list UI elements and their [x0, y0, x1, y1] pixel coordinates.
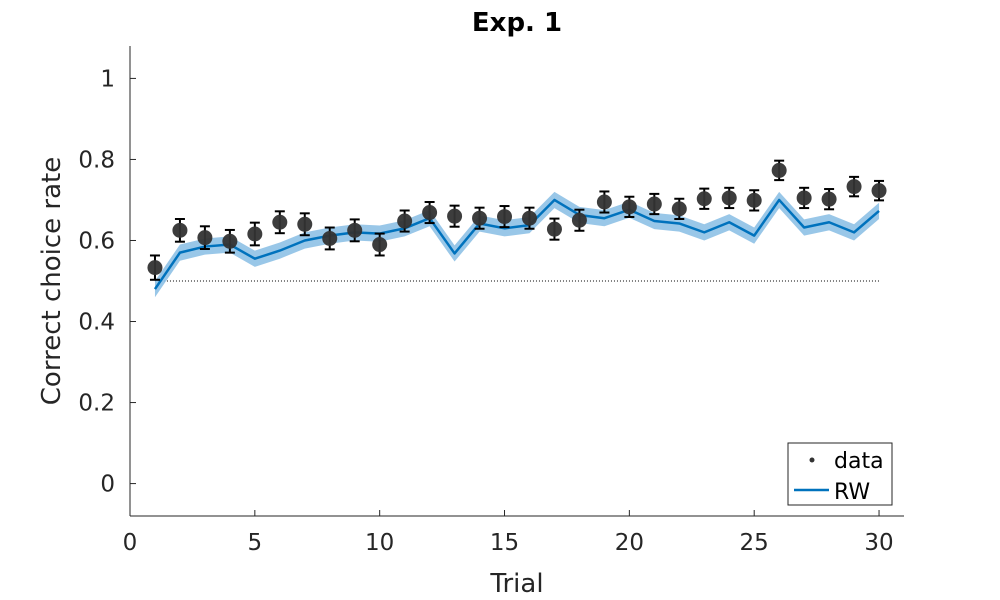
data-point — [746, 189, 762, 212]
data-marker — [322, 230, 338, 246]
x-tick-label: 20 — [615, 530, 644, 556]
x-tick-label: 25 — [740, 530, 769, 556]
legend: data RW — [787, 442, 893, 506]
data-marker — [596, 194, 612, 210]
data-point — [771, 159, 787, 182]
data-marker — [422, 205, 438, 221]
rw-model-line — [153, 198, 880, 290]
data-marker — [546, 221, 562, 237]
x-ticks: 0 5 10 15 20 25 30 — [123, 510, 894, 556]
data-point — [546, 217, 562, 241]
data-point — [497, 205, 513, 229]
data-point — [372, 232, 388, 257]
data-marker — [472, 210, 488, 226]
legend-data-marker — [809, 457, 815, 463]
data-marker — [646, 196, 662, 212]
data-point — [796, 186, 812, 210]
data-point — [272, 210, 288, 235]
data-marker — [771, 162, 787, 178]
data-marker — [521, 210, 537, 226]
chart-title: Exp. 1 — [472, 8, 562, 38]
y-tick-label: 0.6 — [78, 228, 115, 254]
legend-label-data: data — [834, 449, 884, 474]
data-point — [297, 212, 313, 237]
data-marker — [447, 208, 463, 224]
data-marker — [197, 230, 213, 246]
data-point — [197, 225, 213, 250]
data-point — [671, 197, 687, 221]
data-point — [621, 195, 637, 218]
data-point — [521, 206, 537, 230]
x-tick-label: 10 — [365, 530, 394, 556]
data-marker — [347, 222, 363, 238]
x-tick-label: 15 — [490, 530, 519, 556]
data-marker — [372, 237, 388, 253]
data-point — [571, 208, 587, 232]
data-marker — [297, 216, 313, 232]
data-point — [397, 209, 413, 233]
data-point — [821, 188, 837, 211]
legend-label-rw: RW — [834, 480, 870, 505]
data-marker — [272, 214, 288, 230]
data-marker — [497, 209, 513, 225]
data-point — [147, 254, 163, 281]
data-marker — [571, 212, 587, 228]
y-tick-label: 1 — [100, 66, 115, 92]
data-point — [322, 226, 338, 251]
data-marker — [147, 260, 163, 276]
y-tick-label: 0.2 — [78, 391, 115, 417]
data-point — [172, 218, 188, 243]
x-tick-label: 0 — [123, 530, 138, 556]
rw-confidence-band — [154, 191, 880, 298]
data-marker — [671, 201, 687, 217]
data-marker — [846, 179, 862, 195]
data-marker — [247, 226, 263, 242]
data-marker — [871, 183, 887, 199]
y-tick-label: 0.4 — [78, 310, 115, 336]
data-point — [422, 200, 438, 225]
data-marker — [746, 192, 762, 208]
data-point — [696, 187, 712, 210]
data-marker — [397, 213, 413, 229]
data-point — [447, 204, 463, 228]
x-tick-label: 30 — [864, 530, 893, 556]
data-point — [347, 218, 363, 243]
data-marker — [621, 199, 637, 215]
data-marker — [796, 190, 812, 206]
x-axis-label: Trial — [489, 569, 543, 599]
data-point — [846, 175, 862, 198]
y-axis-label: Correct choice rate — [37, 157, 67, 405]
x-tick-label: 5 — [248, 530, 263, 556]
data-point — [871, 179, 887, 202]
data-point — [222, 228, 238, 254]
plot-area — [147, 159, 887, 298]
y-ticks: 0 0.2 0.4 0.6 0.8 1 — [78, 66, 136, 498]
legend-box — [787, 442, 893, 506]
y-tick-label: 0.8 — [78, 147, 115, 173]
y-tick-label: 0 — [100, 472, 115, 498]
data-point — [247, 221, 263, 247]
data-marker — [696, 191, 712, 207]
data-marker — [821, 191, 837, 207]
data-point — [596, 190, 612, 214]
data-point — [721, 186, 737, 210]
data-point — [472, 206, 488, 230]
data-point — [646, 192, 662, 216]
data-marker — [721, 190, 737, 206]
data-marker — [222, 233, 238, 249]
data-marker — [172, 222, 188, 238]
